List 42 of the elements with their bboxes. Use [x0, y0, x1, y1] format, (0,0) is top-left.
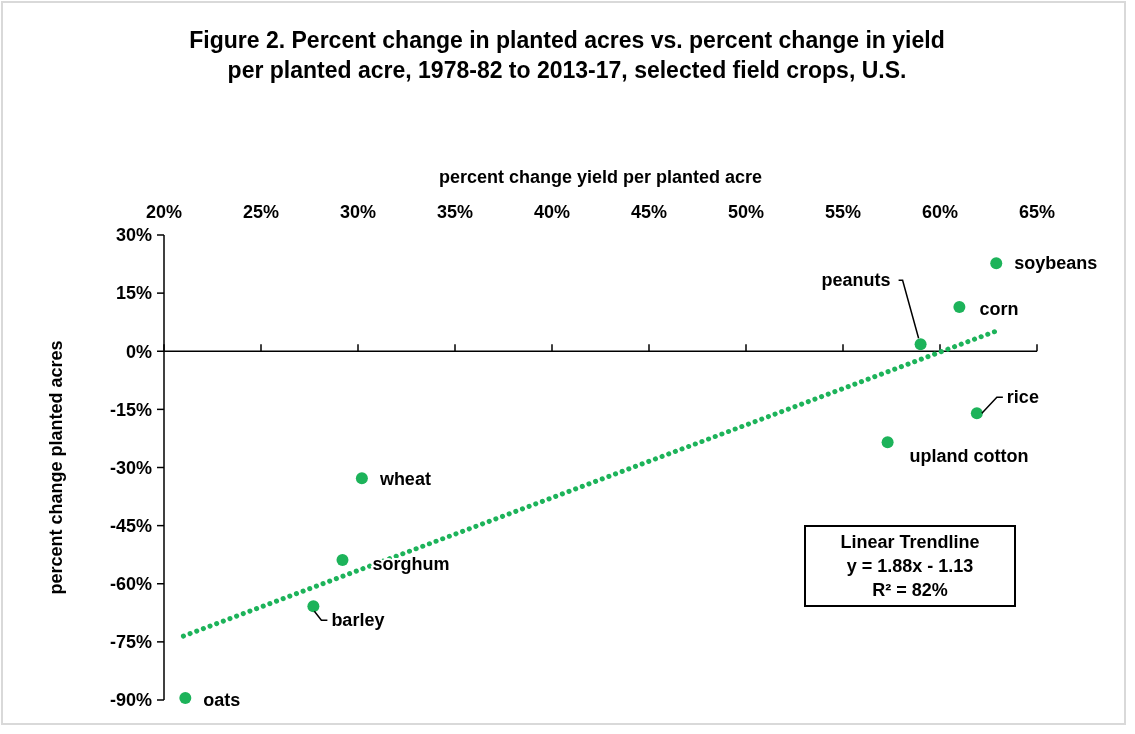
annotation: wheat [378, 469, 431, 490]
y-tick-label: -30% [109, 457, 152, 478]
x-tick-label: 65% [1018, 202, 1056, 222]
point [914, 338, 927, 351]
y-tick-label: -60% [109, 574, 152, 595]
annotation: oats [203, 690, 241, 711]
x-tick-label: 30% [339, 202, 377, 222]
chart-title: Figure 2. Percent change in planted acres vs. percent change in yield per planted acre, 1978-82 to 2013-17, selected field crops, U.S. [189, 27, 945, 83]
text-box: Linear Trendline y = 1.88x - 1.13 R² = 82% [804, 525, 1016, 607]
y-tick-label: -90% [109, 690, 152, 711]
point [336, 554, 349, 567]
annotation: barley [331, 610, 385, 631]
annotation: sorghum [372, 554, 450, 575]
point [953, 301, 966, 314]
x-tick-label: 25% [242, 202, 280, 222]
annotation: upland cotton [909, 446, 1029, 467]
x-tick-label: 60% [921, 202, 959, 222]
point [990, 257, 1003, 270]
y-tick-label: 15% [115, 283, 152, 304]
y-tick-label: -75% [109, 632, 152, 653]
y-axis-title: percent change planted acres [46, 340, 66, 595]
point [307, 600, 320, 613]
y-tick-label: 0% [125, 341, 152, 362]
x-tick-label: 45% [630, 202, 668, 222]
point [355, 472, 368, 485]
x-tick-label: 50% [727, 202, 765, 222]
y-tick-label: -15% [109, 399, 152, 420]
annotation: peanuts [821, 270, 891, 291]
x-tick-label: 20% [145, 202, 183, 222]
x-tick-label: 40% [533, 202, 571, 222]
annotation: Linear Trendline y = 1.88x - 1.13 R² = 82% [840, 532, 980, 600]
x-axis-title: percent change yield per planted acre [438, 167, 763, 187]
x-tick-label: 35% [436, 202, 474, 222]
annotation: rice [1006, 387, 1039, 408]
x-tick-label: 55% [824, 202, 862, 222]
y-tick-label: -45% [109, 515, 152, 536]
annotation: soybeans [1014, 253, 1098, 274]
point [179, 692, 192, 705]
point [881, 436, 894, 449]
y-tick-label: 30% [115, 225, 152, 246]
point [970, 407, 983, 420]
annotation: corn [979, 299, 1019, 320]
